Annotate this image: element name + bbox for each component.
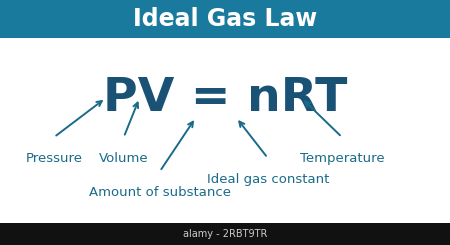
Text: alamy - 2RBT9TR: alamy - 2RBT9TR — [183, 229, 267, 239]
Bar — [0, 223, 450, 245]
Text: PV = nRT: PV = nRT — [103, 75, 347, 121]
Text: Ideal Gas Law: Ideal Gas Law — [133, 7, 317, 31]
Text: Amount of substance: Amount of substance — [89, 186, 231, 199]
Text: Pressure: Pressure — [26, 152, 82, 165]
Text: Volume: Volume — [99, 152, 148, 165]
Text: Temperature: Temperature — [300, 152, 384, 165]
Text: Ideal gas constant: Ideal gas constant — [207, 173, 329, 186]
Bar — [0, 0, 450, 38]
